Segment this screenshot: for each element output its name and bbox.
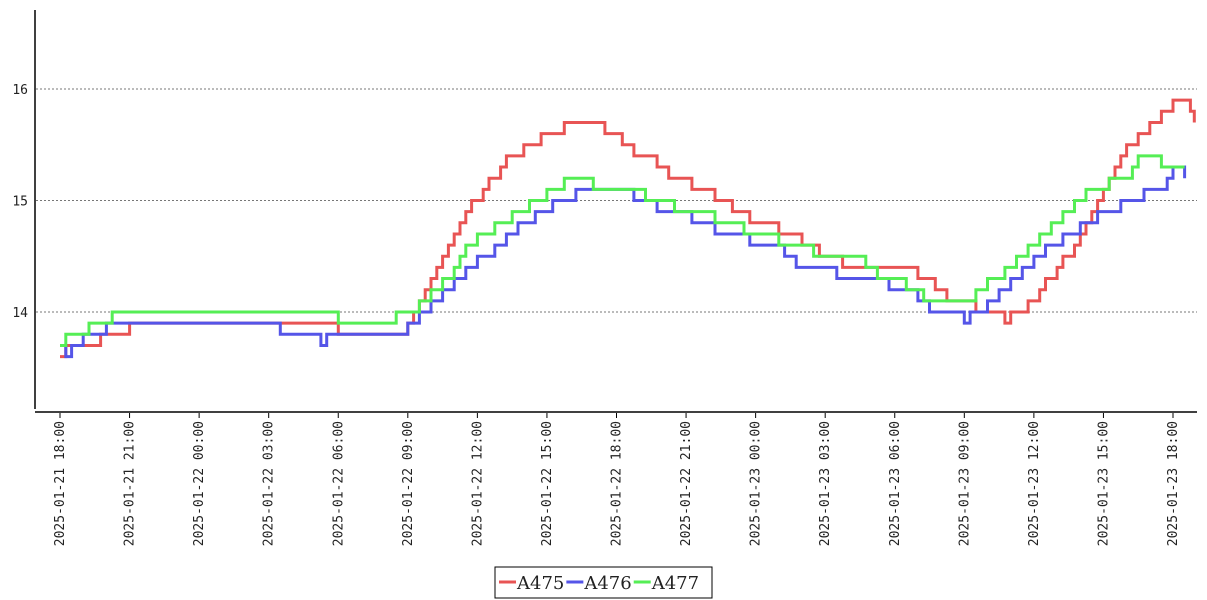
legend: A475 A476 A477 [494,566,713,599]
x-tick-label: 2025-01-22 12:00 [470,421,485,546]
x-tick-label: 2025-01-22 00:00 [192,421,207,546]
x-tick-label: 2025-01-22 03:00 [262,421,277,546]
axes [34,10,1197,413]
series-line-a475 [60,98,1196,359]
x-tick-label: 2025-01-22 18:00 [610,421,625,546]
x-tick-label: 2025-01-22 09:00 [401,421,416,546]
x-ticks: 2025-01-21 18:00 2025-01-21 21:00 2025-01-… [53,413,1181,546]
legend-box [494,566,713,599]
legend-label: A475 [516,573,564,594]
x-tick-label: 2025-01-22 06:00 [331,421,346,546]
legend-label: A477 [651,573,699,594]
series-line-a476 [60,165,1187,359]
x-tick-label: 2025-01-22 15:00 [540,421,555,546]
series-line-a477 [60,154,1185,347]
x-tick-label: 2025-01-23 12:00 [1027,421,1042,546]
x-tick-label: 2025-01-23 18:00 [1166,421,1181,546]
x-tick-label: 2025-01-23 09:00 [957,421,972,546]
y-tick-label: 15 [12,195,28,210]
y-tick-label: 16 [12,83,28,98]
x-tick-label: 2025-01-23 06:00 [888,421,903,546]
x-tick-label: 2025-01-21 18:00 [53,421,68,546]
y-ticks: 14 15 16 [12,83,28,321]
x-tick-label: 2025-01-21 21:00 [123,421,138,546]
y-tick-label: 14 [12,306,28,321]
x-tick-label: 2025-01-23 15:00 [1096,421,1111,546]
series-lines [60,98,1196,359]
x-tick-label: 2025-01-23 03:00 [818,421,833,546]
x-tick-label: 2025-01-22 21:00 [679,421,694,546]
legend-label: A476 [583,573,631,594]
x-tick-label: 2025-01-23 00:00 [749,421,764,546]
